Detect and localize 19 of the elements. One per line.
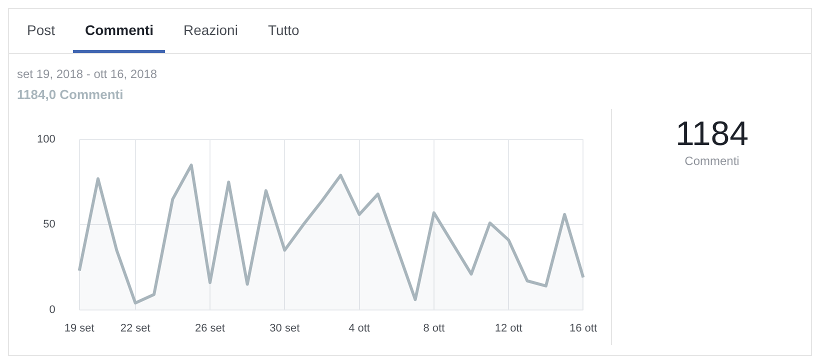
text: Commenti	[73, 9, 166, 53]
y-tick-label: 100	[36, 134, 56, 146]
text: 1184	[674, 115, 750, 154]
chart-subtitle: set 19, 2018 - ott 16, 2018	[17, 67, 158, 81]
x-tick-label: 22 set	[120, 322, 150, 334]
x-tick-label: 16 ott	[569, 322, 598, 334]
x-tick-label: 26 set	[195, 322, 225, 334]
y-tick-label: 0	[49, 304, 56, 316]
y-tick-label: 50	[43, 218, 56, 231]
text: Reazioni	[182, 21, 239, 40]
text: Post	[26, 21, 56, 40]
text: Tutto	[266, 21, 300, 40]
chart-title: 1184,0 Commenti	[17, 87, 124, 102]
x-tick-label: 12 ott	[494, 322, 522, 334]
text: Commenti	[684, 154, 740, 168]
x-tick-label: 4 ott	[348, 322, 370, 334]
x-tick-label: 30 set	[270, 322, 300, 334]
x-tick-label: 8 ott	[423, 322, 445, 334]
x-tick-label: 19 set	[64, 322, 94, 334]
